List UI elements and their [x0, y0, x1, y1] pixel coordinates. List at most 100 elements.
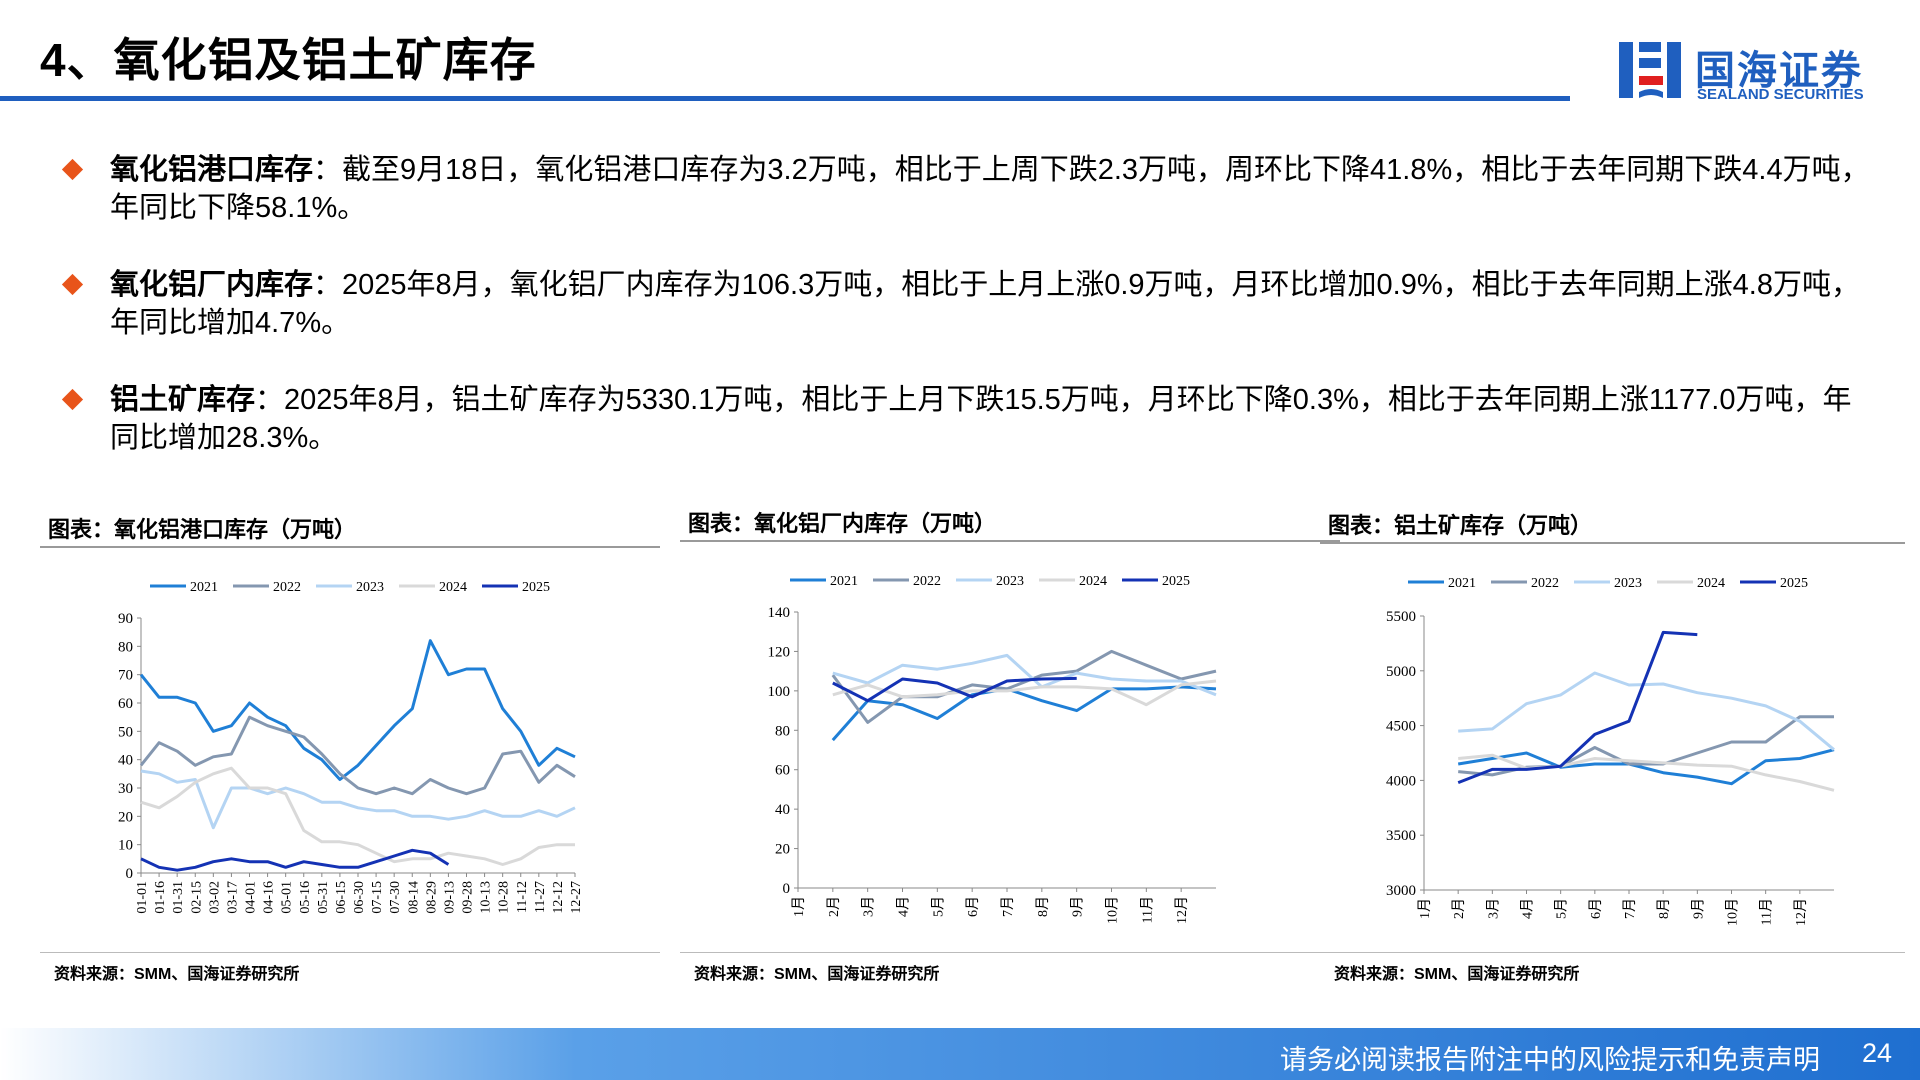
- chart-separator: [680, 540, 1340, 542]
- legend-label: 2025: [1162, 574, 1190, 589]
- x-tick-label: 11月: [1759, 898, 1775, 925]
- chart-source-line: [1320, 952, 1905, 953]
- disclaimer: 请务必阅读报告附注中的风险提示和免责声明: [1280, 1045, 1820, 1075]
- x-tick-label: 12月: [1174, 896, 1190, 924]
- x-tick-label: 9月: [1690, 898, 1706, 919]
- y-tick-label: 3000: [1386, 883, 1416, 899]
- x-tick-label: 11-27: [533, 881, 548, 913]
- chart-separator: [1320, 542, 1905, 544]
- x-tick-label: 05-01: [280, 881, 295, 914]
- x-tick-label: 8月: [1035, 896, 1051, 917]
- chart-separator: [40, 546, 660, 548]
- y-tick-label: 3500: [1386, 828, 1416, 844]
- x-tick-label: 03-02: [207, 881, 222, 914]
- slide-title: 4、氧化铝及铝土矿库存: [40, 34, 537, 86]
- y-tick-label: 90: [118, 611, 133, 627]
- series-line: [831, 685, 1217, 742]
- series-line: [1458, 671, 1835, 751]
- x-tick-label: 11-12: [515, 881, 530, 913]
- series-line: [140, 848, 450, 872]
- y-tick-label: 0: [126, 866, 134, 882]
- legend-label: 2021: [830, 574, 858, 589]
- x-tick-label: 5月: [1554, 898, 1570, 919]
- x-tick-label: 04-01: [244, 881, 259, 914]
- legend-label: 2021: [190, 580, 218, 595]
- x-tick-label: 12-12: [551, 881, 566, 914]
- x-tick-label: 1月: [1417, 898, 1433, 919]
- bullet-label: 氧化铝港口库存: [110, 154, 314, 186]
- y-tick-label: 4000: [1386, 773, 1416, 789]
- x-tick-label: 01-31: [171, 881, 186, 914]
- legend-label: 2022: [1531, 576, 1559, 591]
- x-tick-label: 05-16: [298, 881, 313, 914]
- y-tick-label: 80: [775, 723, 790, 739]
- legend-label: 2022: [913, 574, 941, 589]
- x-tick-label: 6月: [1588, 898, 1604, 919]
- y-tick-label: 60: [775, 763, 790, 779]
- y-tick-label: 20: [118, 809, 133, 825]
- chart-title: 图表：氧化铝厂内库存（万吨）: [688, 511, 997, 536]
- y-tick-label: 5000: [1386, 664, 1416, 680]
- y-tick-label: 20: [775, 842, 790, 858]
- x-tick-label: 4月: [1520, 898, 1536, 919]
- x-tick-label: 4月: [896, 896, 912, 917]
- y-tick-label: 30: [118, 781, 133, 797]
- x-tick-label: 3月: [861, 896, 877, 917]
- x-tick-label: 5月: [930, 896, 946, 917]
- x-tick-label: 7月: [1000, 896, 1016, 917]
- page-number: 24: [1861, 1038, 1892, 1068]
- series-line: [1457, 630, 1698, 784]
- x-tick-label: 10-13: [479, 881, 494, 914]
- x-tick-label: 09-28: [461, 881, 476, 914]
- x-tick-label: 07-30: [388, 881, 403, 914]
- bullet-label: 铝土矿库存: [110, 384, 256, 416]
- bullet-text: ：2025年8月，铝土矿库存为5330.1万吨，相比于上月下跌15.5万吨，月环…: [110, 384, 1852, 454]
- x-tick-label: 08-14: [406, 881, 421, 914]
- header-rule: [0, 96, 1570, 101]
- x-tick-label: 10月: [1725, 898, 1741, 926]
- legend-label: 2025: [522, 580, 550, 595]
- x-tick-label: 05-31: [316, 881, 331, 914]
- logo-icon: [1619, 42, 1681, 98]
- series-line: [140, 766, 575, 866]
- x-tick-label: 08-29: [424, 881, 439, 914]
- logo-name-en: SEALAND SECURITIES: [1697, 86, 1864, 103]
- x-tick-label: 02-15: [189, 881, 204, 914]
- x-tick-label: 12-27: [569, 881, 584, 914]
- chart-source-line: [680, 952, 1340, 953]
- x-tick-label: 01-01: [135, 881, 150, 914]
- logo-name: 国海证券: [1695, 49, 1863, 93]
- legend-label: 2021: [1448, 576, 1476, 591]
- y-tick-label: 40: [118, 753, 133, 769]
- y-tick-label: 50: [118, 724, 133, 740]
- series-line: [1457, 748, 1835, 786]
- x-tick-label: 7月: [1622, 898, 1638, 919]
- y-tick-label: 140: [768, 605, 791, 621]
- x-tick-label: 06-30: [352, 881, 367, 914]
- x-tick-label: 1月: [791, 896, 807, 917]
- y-tick-label: 120: [768, 644, 791, 660]
- x-tick-label: 12月: [1793, 898, 1809, 926]
- x-tick-label: 07-15: [370, 881, 385, 914]
- series-line: [832, 653, 1217, 697]
- bullet: 氧化铝港口库存：截至9月18日，氧化铝港口库存为3.2万吨，相比于上周下跌2.3…: [61, 151, 1870, 227]
- x-tick-label: 6月: [965, 896, 981, 917]
- y-tick-label: 0: [783, 881, 791, 897]
- y-tick-label: 80: [118, 639, 133, 655]
- bullet: 铝土矿库存：2025年8月，铝土矿库存为5330.1万吨，相比于上月下跌15.5…: [61, 381, 1870, 457]
- x-tick-label: 2月: [1451, 898, 1467, 919]
- y-tick-label: 5500: [1386, 609, 1416, 625]
- series-line: [832, 676, 1077, 703]
- x-tick-label: 9月: [1070, 896, 1086, 917]
- y-tick-label: 60: [118, 696, 133, 712]
- x-tick-label: 8月: [1656, 898, 1672, 919]
- series-line: [139, 639, 576, 781]
- y-tick-label: 70: [118, 668, 133, 684]
- legend-label: 2023: [996, 574, 1024, 589]
- bullet: 氧化铝厂内库存：2025年8月，氧化铝厂内库存为106.3万吨，相比于上月上涨0…: [61, 266, 1870, 342]
- chart-source: 资料来源：SMM、国海证券研究所: [54, 966, 300, 983]
- y-tick-label: 10: [118, 838, 133, 854]
- x-tick-label: 06-15: [334, 881, 349, 914]
- series-line: [140, 769, 576, 830]
